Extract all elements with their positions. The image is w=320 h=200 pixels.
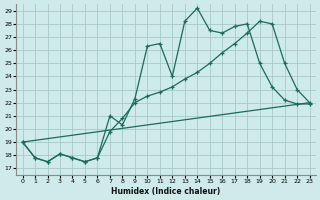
- X-axis label: Humidex (Indice chaleur): Humidex (Indice chaleur): [111, 187, 221, 196]
